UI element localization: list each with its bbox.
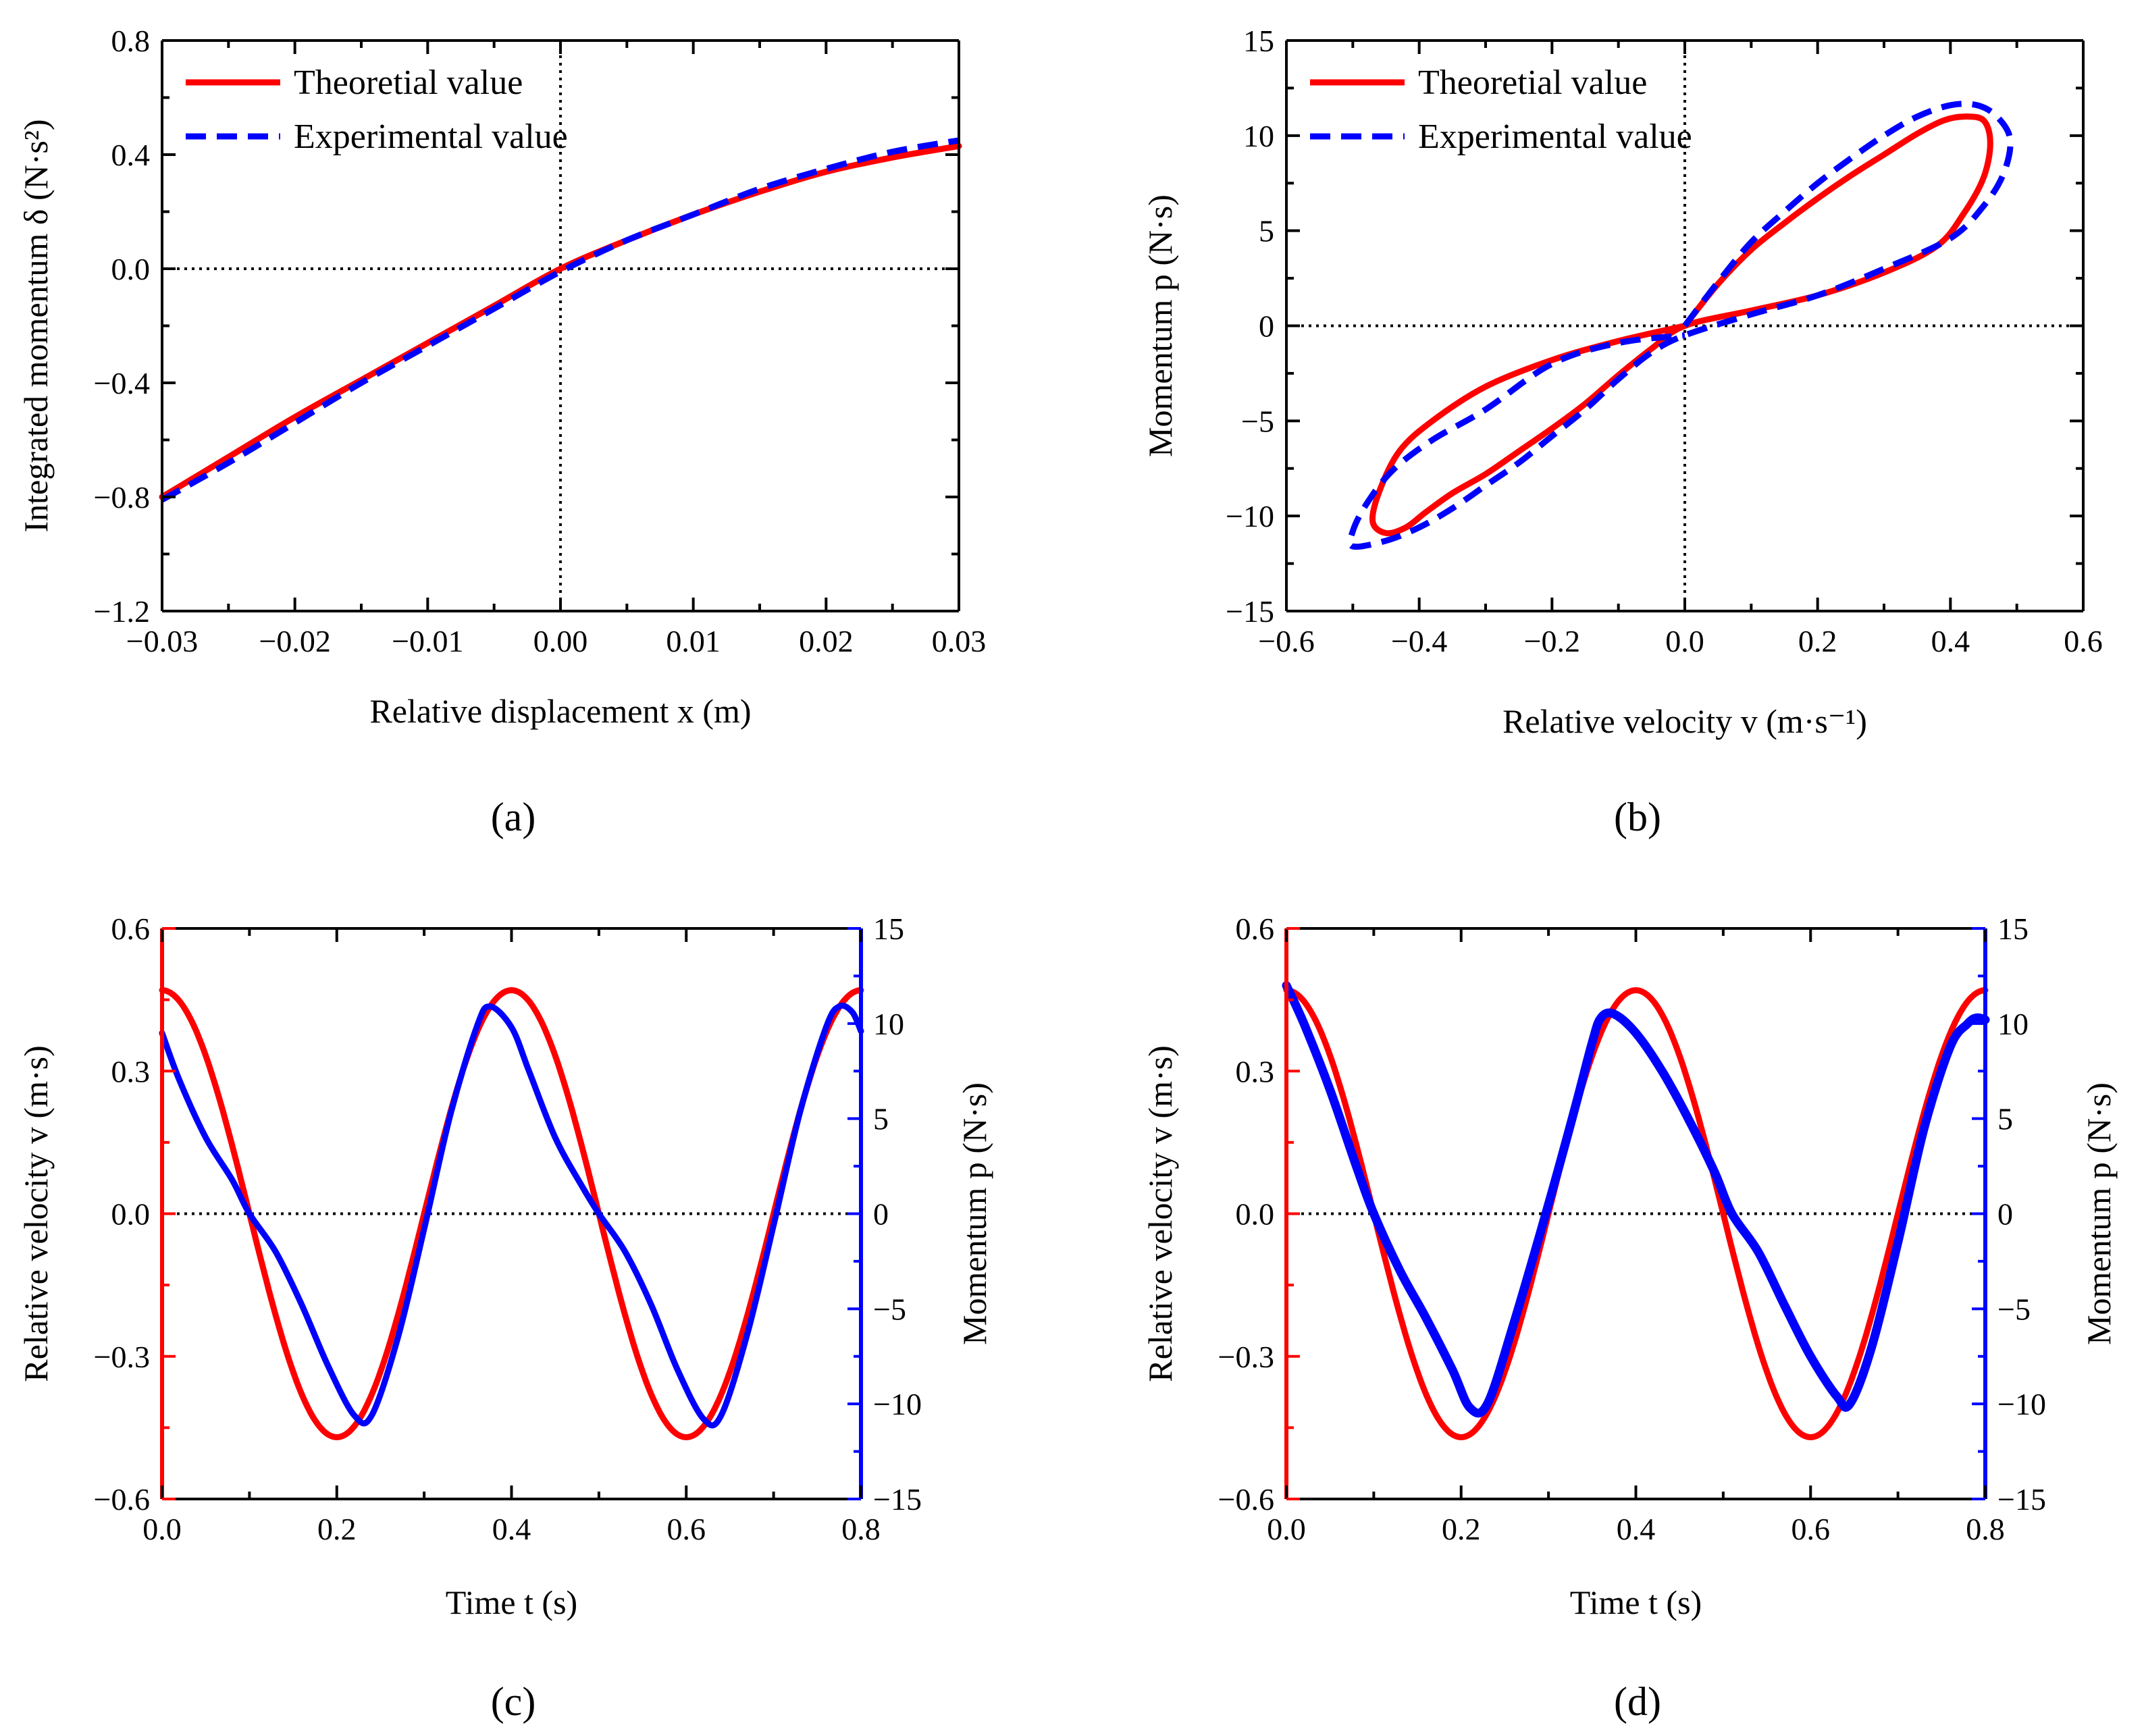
x-tick-label: 0.0	[1665, 624, 1704, 658]
y-right-tick-label: −15	[873, 1482, 922, 1517]
y-right-tick-label: 5	[873, 1102, 889, 1136]
x-tick-label: 0.8	[841, 1512, 881, 1546]
panel-caption: (c)	[491, 1679, 536, 1724]
x-axis-label: Relative displacement x (m)	[369, 692, 751, 730]
y-right-tick-label: 0	[1997, 1197, 2013, 1232]
legend: Theoretial value Experimental value	[1310, 63, 1692, 156]
x-tick-label: −0.2	[1524, 624, 1580, 658]
panel-a: −0.03 −0.02 −0.01 0.00 0.01 0.02 0.03 −1.2 −0.8 −…	[17, 24, 986, 839]
y-tick-label: −1.2	[94, 594, 150, 629]
y-axis-label-right: Momentum p (N·s)	[956, 1082, 993, 1345]
legend-label: Experimental value	[294, 117, 568, 156]
y-tick-label: −0.3	[94, 1340, 150, 1374]
x-tick-label: 0.6	[667, 1512, 706, 1546]
y-tick-label: −10	[1226, 499, 1274, 533]
x-tick-label: 0.2	[1442, 1512, 1481, 1546]
y-right-tick-label: 10	[873, 1007, 904, 1041]
series-line-theoretial-value	[159, 142, 962, 500]
x-tick-label: 0.01	[666, 624, 721, 658]
y-axis-label: Relative velocity v (m·s)	[1141, 1045, 1179, 1382]
x-tick-label: 0.4	[1617, 1512, 1656, 1546]
y-tick-label: 0.6	[111, 912, 151, 946]
x-tick-label: −0.6	[1258, 624, 1314, 658]
panel-caption: (a)	[491, 795, 536, 839]
y-tick-label: 5	[1259, 214, 1274, 248]
legend-label: Theoretial value	[294, 63, 523, 102]
y-axis-label: Momentum p (N·s)	[1141, 194, 1179, 457]
y-tick-label: 0.3	[111, 1054, 151, 1088]
x-tick-label: 0.0	[1267, 1512, 1306, 1546]
y-right-tick-label: 10	[1997, 1007, 2029, 1041]
x-tick-label: 0.4	[1931, 624, 1970, 658]
y-right-tick-label: −15	[1997, 1482, 2046, 1517]
series-line-right-axis	[159, 1002, 864, 1429]
panel-b: −0.6 −0.4 −0.2 0.0 0.2 0.4 0.6 −15 −10 −5 0 5 10 15 Re…	[1141, 24, 2103, 839]
y-tick-label: 0.0	[111, 252, 151, 286]
y-tick-label: −15	[1226, 594, 1274, 629]
x-axis-label: Time t (s)	[1570, 1583, 1702, 1621]
y-tick-label: −0.6	[1218, 1482, 1274, 1517]
x-tick-label: −0.4	[1391, 624, 1447, 658]
x-tick-label: −0.03	[126, 624, 198, 658]
y-tick-label: 0.8	[111, 24, 151, 58]
panel-caption: (d)	[1614, 1679, 1661, 1724]
x-tick-label: −0.01	[392, 624, 463, 658]
x-tick-label: 0.2	[1798, 624, 1837, 658]
y-tick-label: 0.0	[111, 1197, 151, 1232]
y-tick-label: −0.8	[94, 480, 150, 515]
y-tick-label: −5	[1241, 404, 1274, 438]
y-tick-label: 10	[1243, 119, 1274, 153]
series-line-left-axis	[1283, 987, 1989, 1440]
series-line-theoretial-value	[1369, 113, 1993, 537]
y-tick-label: 0.0	[1236, 1197, 1275, 1232]
y-tick-label: −0.6	[94, 1482, 150, 1517]
y-right-tick-label: −10	[1997, 1387, 2046, 1421]
y-right-tick-label: −10	[873, 1387, 922, 1421]
legend-label: Theoretial value	[1418, 63, 1647, 102]
y-right-tick-label: 15	[873, 912, 904, 946]
y-right-tick-label: 5	[1997, 1102, 2013, 1136]
y-tick-label: 0.3	[1236, 1054, 1275, 1088]
panel-caption: (b)	[1614, 795, 1661, 839]
x-tick-label: 0.8	[1966, 1512, 2005, 1546]
series-line-experimental-value	[1346, 101, 2014, 550]
y-tick-label: 0.4	[111, 138, 151, 172]
x-tick-label: 0.02	[799, 624, 854, 658]
series-line-experimental-value	[160, 137, 960, 503]
y-axis-label-right: Momentum p (N·s)	[2080, 1082, 2118, 1345]
x-tick-label: 0.6	[1792, 1512, 1831, 1546]
series-line-left-axis	[159, 987, 864, 1440]
y-right-tick-label: 0	[873, 1197, 889, 1232]
x-tick-label: 0.2	[317, 1512, 357, 1546]
y-right-tick-label: −5	[873, 1292, 906, 1326]
y-tick-label: 0.6	[1236, 912, 1275, 946]
x-tick-label: 0.6	[2064, 624, 2103, 658]
y-axis-label: Relative velocity v (m·s)	[17, 1045, 55, 1382]
x-axis-label: Relative velocity v (m·s⁻¹)	[1502, 702, 1867, 740]
y-axis-label: Integrated momentum δ (N·s²)	[17, 120, 55, 533]
y-tick-label: 15	[1243, 24, 1274, 58]
legend-label: Experimental value	[1418, 117, 1692, 156]
x-tick-label: −0.02	[259, 624, 330, 658]
panel-d: 0.0 0.2 0.4 0.6 0.8 −0.6 −0.3 0.0 0.3 0.6 −15 −10 −5…	[1141, 912, 2118, 1724]
x-tick-label: 0.03	[932, 624, 987, 658]
y-tick-label: −0.4	[94, 366, 150, 400]
panel-c: 0.0 0.2 0.4 0.6 0.8 −0.6 −0.3 0.0 0.3 0.6 −15 −10 −5…	[17, 912, 993, 1724]
x-tick-label: 0.4	[492, 1512, 531, 1546]
y-tick-label: 0	[1259, 309, 1274, 344]
series-line-right-axis	[1282, 981, 1990, 1418]
x-axis-label: Time t (s)	[446, 1583, 577, 1621]
y-right-tick-label: −5	[1997, 1292, 2031, 1326]
x-tick-label: 0.0	[142, 1512, 182, 1546]
legend: Theoretial value Experimental value	[186, 63, 568, 156]
x-tick-label: 0.00	[533, 624, 588, 658]
y-tick-label: −0.3	[1218, 1340, 1274, 1374]
y-right-tick-label: 15	[1997, 912, 2029, 946]
